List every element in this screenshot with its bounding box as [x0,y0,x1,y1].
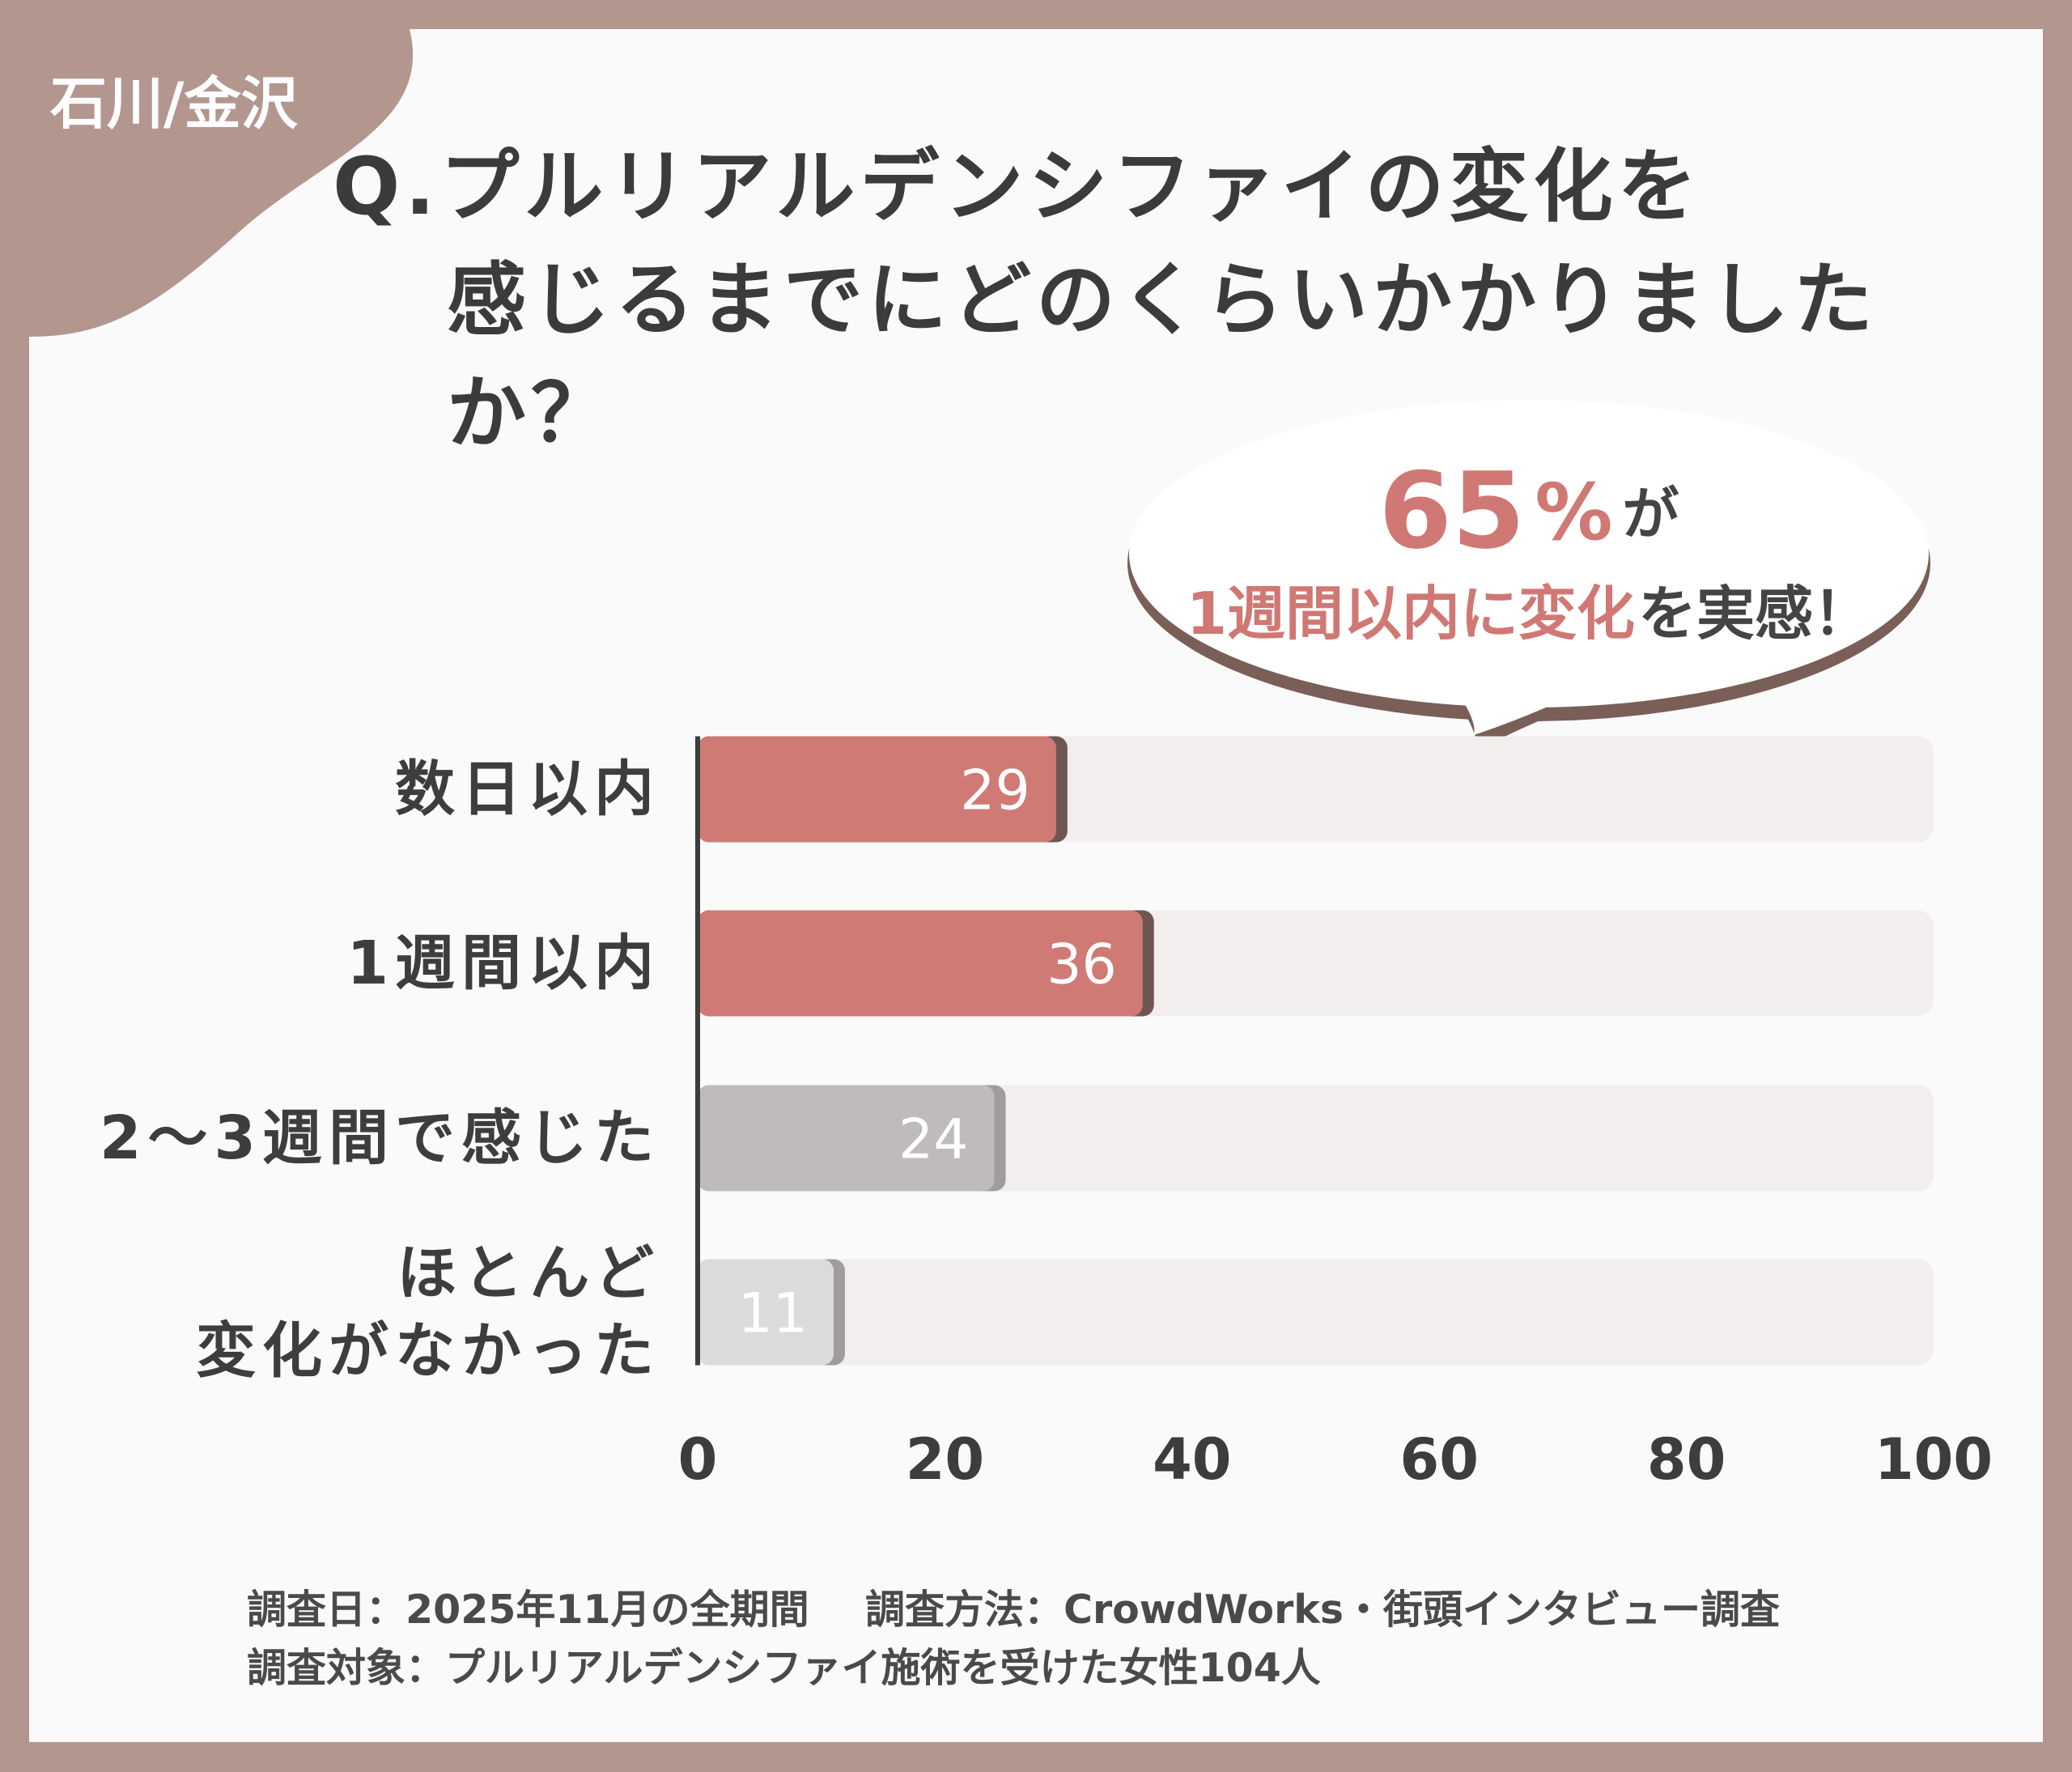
value-label: 11 [737,1282,808,1346]
value-label: 24 [898,1108,969,1172]
callout-part: を実感！ [1638,580,1871,648]
x-tick-label: 20 [906,1426,984,1493]
callout-part: 65 [1378,449,1525,572]
x-tick-label: 100 [1875,1426,1993,1493]
callout-part: 1週間以内に変化 [1187,580,1635,648]
card: 石川/金沢 Q.プルリアルデンシファイの変化を 感じるまでにどのくらいかかりまし… [29,29,2043,1742]
callout-bubble [1129,400,1929,708]
chart: 0 20 40 60 80 100 29 36 24 11 65% が 1週間以内に変化を実感！ [678,449,1993,1493]
bar [698,736,1056,843]
callout-text: 1週間以内に変化を実感！ [1187,580,1871,648]
callout-text: 65% が [1378,449,1679,572]
y-tick-label: 2〜3週間で感じた [100,1103,660,1173]
region-label: 石川/金沢 [50,70,298,137]
bar [698,1259,834,1366]
bar-track [698,1085,1934,1192]
callout-part: % [1535,467,1612,558]
footer-text: 調査日：2025年11月の全期間 [247,1587,809,1633]
value-label: 36 [1047,933,1117,997]
value-label: 29 [960,759,1030,823]
decoration [29,29,1930,786]
x-tick-label: 60 [1399,1426,1478,1493]
y-tick-label: 1週間以内 [346,928,660,998]
footer-text: 調査方法：CrowdWorks・街頭インタビュー調査 [865,1587,1781,1633]
y-tick-label: 数日以内 [395,754,660,824]
x-tick-label: 40 [1153,1426,1231,1493]
x-tick-label: 0 [678,1426,718,1493]
y-tick-label: ほとんど 変化がなかった [196,1239,660,1386]
callout-tail [1446,677,1567,735]
bar [698,1085,995,1192]
footer-text: 調査対象：プルリアルデンシファイ施術を受けた女性104人 [247,1645,1321,1691]
chart-title: Q.プルリアルデンシファイの変化を 感じるまでにどのくらいかかりましたか？ [333,141,1879,460]
callout-part: が [1623,481,1679,547]
corner-blob [29,29,414,337]
bar [698,910,1143,1017]
x-tick-label: 80 [1647,1426,1726,1493]
bar-track [698,1259,1934,1366]
